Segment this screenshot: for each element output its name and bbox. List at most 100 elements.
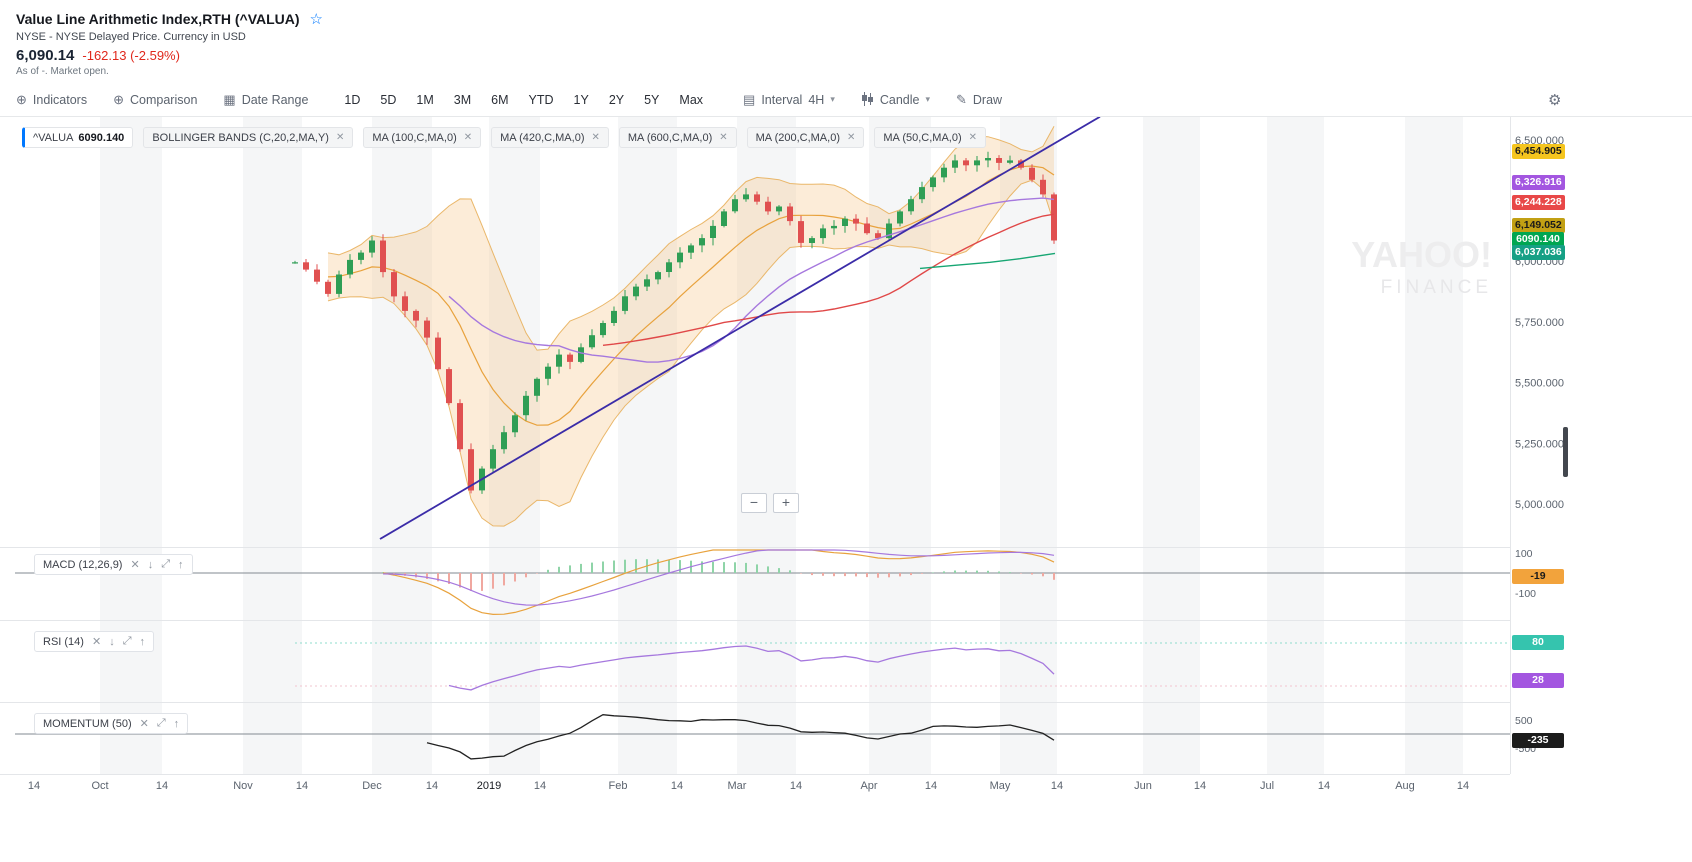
- chart-area: YAHOO! FINANCE 6,500.000 6,000.000 5,750.000…: [0, 117, 1692, 862]
- trend-line: [379, 117, 1101, 540]
- rsi-80-badge: 80: [1512, 635, 1564, 650]
- interval-icon: ▤: [743, 92, 756, 107]
- draw-label: Draw: [972, 92, 1003, 107]
- close-icon[interactable]: ✕: [335, 132, 345, 143]
- zoom-controls: − +: [741, 493, 799, 513]
- ma-green-line: [919, 252, 1056, 270]
- scrollbar-thumb[interactable]: [1563, 427, 1568, 477]
- close-icon[interactable]: ✕: [968, 132, 978, 143]
- indicator-pill-ma-200[interactable]: MA (200,C,MA,0) ✕: [746, 127, 865, 148]
- range-button-2y[interactable]: 2Y: [608, 92, 625, 107]
- x-axis-label: Oct: [91, 780, 109, 792]
- macd-panel-pill[interactable]: MACD (12,26,9) ✕ ↓ ⤢ ↑: [34, 554, 193, 575]
- macd-label: MACD (12,26,9): [43, 558, 123, 571]
- legend-symbol-value: 6090.140: [78, 131, 125, 144]
- rsi-panel-pill[interactable]: RSI (14) ✕ ↓ ⤢ ↑: [34, 631, 154, 652]
- range-button-1y[interactable]: 1Y: [573, 92, 589, 107]
- x-axis-label: 14: [924, 780, 938, 792]
- indicator-pill-ma-600[interactable]: MA (600,C,MA,0) ✕: [618, 127, 737, 148]
- x-axis-label: Nov: [233, 780, 253, 792]
- exchange-line: NYSE - NYSE Delayed Price. Currency in U…: [16, 31, 246, 43]
- indicator-pill-ma-420[interactable]: MA (420,C,MA,0) ✕: [491, 127, 609, 148]
- x-axis-label: Mar: [727, 780, 747, 792]
- comparison-label: Comparison: [130, 92, 198, 107]
- indicators-button[interactable]: ⊕ Indicators: [16, 93, 87, 107]
- range-button-1d[interactable]: 1D: [344, 92, 361, 107]
- price-badge: 6,326.916: [1512, 175, 1565, 190]
- chart-type-selector[interactable]: Candle ▾: [861, 91, 930, 108]
- macd-value-badge: -19: [1512, 569, 1564, 584]
- expand-icon[interactable]: ⤢: [161, 558, 171, 570]
- indicator-pill-bollinger-bands[interactable]: BOLLINGER BANDS (C,20,2,MA,Y) ✕: [143, 127, 354, 148]
- chart-toolbar: ⊕ Indicators ⊕ Comparison ▦ Date Range 1…: [0, 83, 1692, 117]
- pill-label: BOLLINGER BANDS (C,20,2,MA,Y): [152, 131, 329, 144]
- x-axis-label: 14: [1193, 780, 1207, 792]
- indicator-pill-ma-100[interactable]: MA (100,C,MA,0) ✕: [363, 127, 482, 148]
- close-icon[interactable]: ✕: [591, 132, 600, 143]
- move-down-icon[interactable]: ↓: [109, 635, 115, 648]
- range-button-max[interactable]: Max: [679, 92, 704, 107]
- x-axis-label: 14: [425, 780, 439, 792]
- x-axis-label: 14: [1456, 780, 1470, 792]
- expand-icon[interactable]: ⤢: [156, 717, 166, 729]
- svg-text:FINANCE: FINANCE: [1381, 277, 1492, 298]
- close-icon[interactable]: ✕: [91, 636, 102, 648]
- close-icon[interactable]: ✕: [846, 132, 856, 143]
- move-up-icon[interactable]: ↑: [178, 558, 184, 571]
- date-range-button[interactable]: ▦ Date Range: [223, 93, 308, 107]
- svg-text:-100: -100: [1515, 588, 1536, 600]
- star-icon[interactable]: ☆: [309, 11, 323, 28]
- x-axis-label: Aug: [1395, 780, 1415, 792]
- interval-value: 4H: [808, 92, 825, 107]
- close-icon[interactable]: ✕: [719, 132, 728, 143]
- close-icon[interactable]: ✕: [139, 718, 149, 730]
- price-chart-canvas[interactable]: YAHOO!FINANCE6,500.0006,000.0005,750.000…: [0, 117, 1568, 797]
- range-button-ytd[interactable]: YTD: [528, 92, 554, 107]
- momentum-panel: 500-500: [15, 714, 1536, 760]
- price-badge: 6,037.036: [1512, 245, 1565, 261]
- x-axis-label: Jun: [1134, 780, 1152, 792]
- x-axis-label: 14: [155, 780, 169, 792]
- indicators-label: Indicators: [32, 92, 88, 107]
- x-axis-label: 14: [1050, 780, 1064, 792]
- settings-gear-icon[interactable]: ⚙: [1548, 92, 1562, 109]
- quote-header: Value Line Arithmetic Index,RTH (^VALUA)…: [0, 0, 1692, 77]
- zoom-out-button[interactable]: −: [741, 493, 767, 513]
- close-icon[interactable]: ✕: [463, 132, 473, 143]
- range-button-1m[interactable]: 1M: [416, 92, 434, 107]
- interval-selector[interactable]: ▤ Interval 4H ▾: [743, 93, 835, 107]
- move-down-icon[interactable]: ↓: [147, 558, 154, 571]
- close-icon[interactable]: ✕: [130, 559, 140, 571]
- range-button-5d[interactable]: 5D: [380, 92, 397, 107]
- range-button-5y[interactable]: 5Y: [644, 92, 660, 107]
- svg-text:5,000.000: 5,000.000: [1515, 499, 1564, 511]
- chart-type-label: Candle: [879, 92, 920, 107]
- price-badge: 6,149.052: [1512, 218, 1565, 234]
- momentum-value-badge: -235: [1512, 733, 1564, 748]
- svg-text:6,500.000: 6,500.000: [1515, 135, 1564, 147]
- expand-icon[interactable]: ⤢: [122, 635, 132, 647]
- momentum-panel-pill[interactable]: MOMENTUM (50) ✕ ⤢ ↑: [34, 713, 189, 734]
- move-up-icon[interactable]: ↑: [173, 717, 180, 730]
- indicator-pill-ma-50[interactable]: MA (50,C,MA,0) ✕: [874, 127, 987, 148]
- legend-symbol-pill[interactable]: ^VALUA 6090.140: [22, 127, 134, 148]
- range-button-6m[interactable]: 6M: [491, 92, 509, 107]
- chevron-down-icon: ▾: [925, 94, 930, 104]
- as-of-text: As of -. Market open.: [16, 66, 109, 77]
- move-up-icon[interactable]: ↑: [139, 635, 146, 648]
- pill-label: MA (50,C,MA,0): [883, 131, 962, 144]
- range-button-3m[interactable]: 3M: [453, 92, 472, 107]
- yahoo-watermark: YAHOO!: [1351, 234, 1492, 275]
- comparison-button[interactable]: ⊕ Comparison: [113, 93, 197, 107]
- x-axis-label: 14: [295, 780, 309, 792]
- pill-label: MA (200,C,MA,0): [755, 131, 840, 144]
- draw-button[interactable]: ✎ Draw: [956, 93, 1002, 107]
- x-axis: 14 Oct 14 Nov 14 Dec 14 2019 14 Feb 14 Mar 14 Apr 14 Ma…: [0, 780, 1510, 796]
- x-axis-label: Dec: [362, 780, 382, 792]
- legend-symbol: ^VALUA: [33, 131, 74, 144]
- x-axis-label: May: [989, 780, 1011, 792]
- x-axis-label: 14: [670, 780, 684, 792]
- zoom-in-button[interactable]: +: [773, 493, 799, 513]
- ma-purple-line: [448, 197, 1055, 363]
- x-axis-label: 2019: [476, 780, 502, 792]
